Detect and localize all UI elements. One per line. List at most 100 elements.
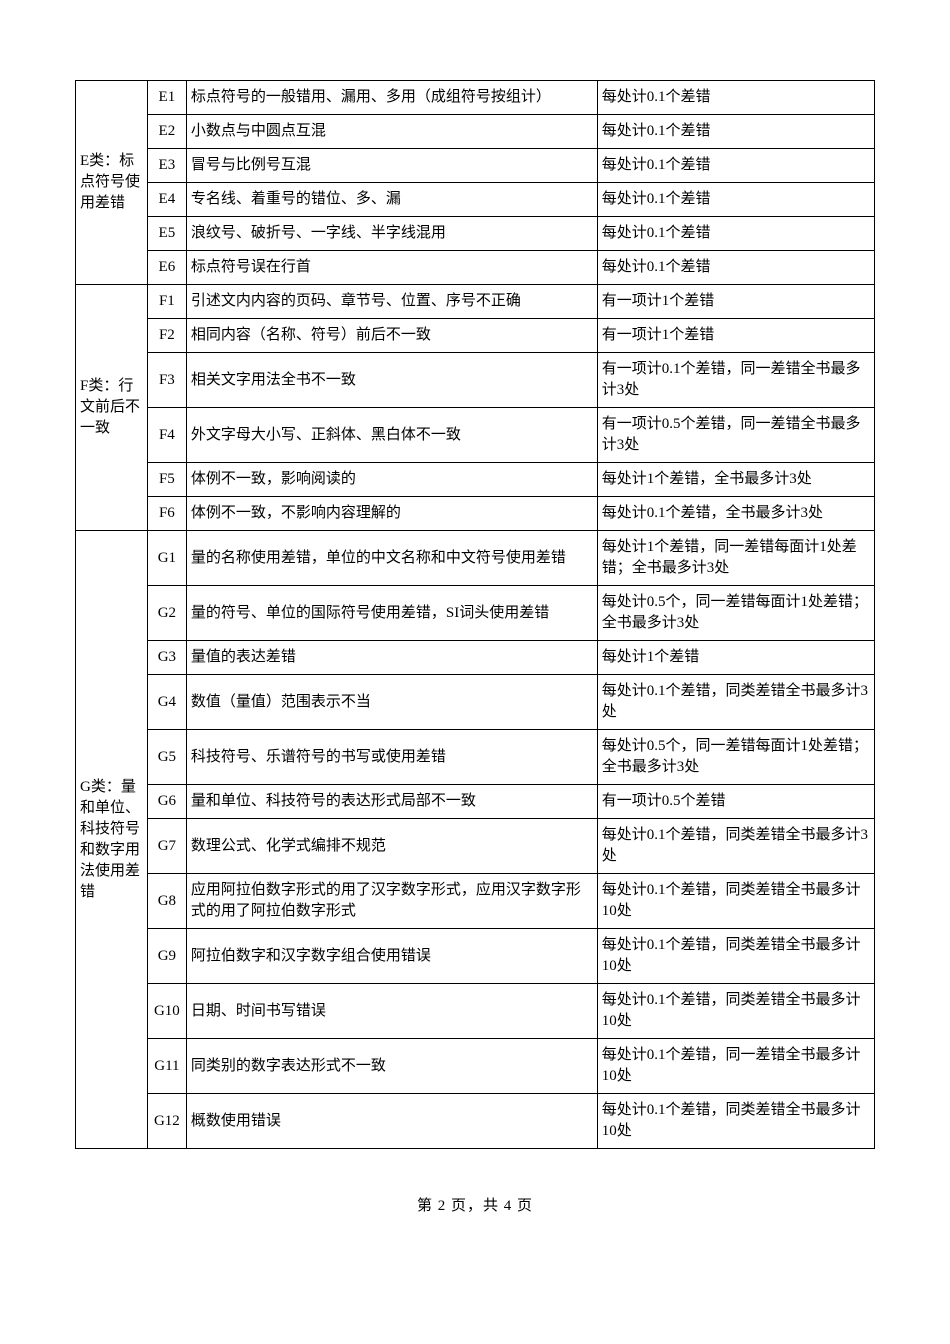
- table-row: E4专名线、着重号的错位、多、漏每处计0.1个差错: [76, 183, 875, 217]
- table-row: F4外文字母大小写、正斜体、黑白体不一致有一项计0.5个差错，同一差错全书最多计…: [76, 408, 875, 463]
- penalty-cell: 每处计0.1个差错，同一差错全书最多计10处: [597, 1039, 874, 1094]
- penalty-cell: 有一项计1个差错: [597, 285, 874, 319]
- penalty-cell: 每处计0.5个，同一差错每面计1处差错；全书最多计3处: [597, 730, 874, 785]
- table-row: E2小数点与中圆点互混每处计0.1个差错: [76, 115, 875, 149]
- penalty-cell: 每处计0.1个差错: [597, 251, 874, 285]
- description-cell: 相关文字用法全书不一致: [186, 353, 597, 408]
- description-cell: 数值（量值）范围表示不当: [186, 675, 597, 730]
- penalty-cell: 每处计0.1个差错，同类差错全书最多计10处: [597, 929, 874, 984]
- description-cell: 量值的表达差错: [186, 641, 597, 675]
- code-cell: F5: [147, 463, 186, 497]
- code-cell: F4: [147, 408, 186, 463]
- code-cell: G1: [147, 531, 186, 586]
- description-cell: 同类别的数字表达形式不一致: [186, 1039, 597, 1094]
- description-cell: 外文字母大小写、正斜体、黑白体不一致: [186, 408, 597, 463]
- penalty-cell: 每处计1个差错，同一差错每面计1处差错；全书最多计3处: [597, 531, 874, 586]
- code-cell: E2: [147, 115, 186, 149]
- table-row: E5浪纹号、破折号、一字线、半字线混用每处计0.1个差错: [76, 217, 875, 251]
- table-row: F6体例不一致，不影响内容理解的每处计0.1个差错，全书最多计3处: [76, 497, 875, 531]
- table-row: G11同类别的数字表达形式不一致每处计0.1个差错，同一差错全书最多计10处: [76, 1039, 875, 1094]
- table-row: F3相关文字用法全书不一致有一项计0.1个差错，同一差错全书最多计3处: [76, 353, 875, 408]
- table-row: G8应用阿拉伯数字形式的用了汉字数字形式，应用汉字数字形式的用了阿拉伯数字形式每…: [76, 874, 875, 929]
- table-row: G7数理公式、化学式编排不规范每处计0.1个差错，同类差错全书最多计3处: [76, 819, 875, 874]
- table-row: G2量的符号、单位的国际符号使用差错，SI词头使用差错每处计0.5个，同一差错每…: [76, 586, 875, 641]
- description-cell: 浪纹号、破折号、一字线、半字线混用: [186, 217, 597, 251]
- page-footer: 第 2 页，共 4 页: [75, 1194, 875, 1215]
- description-cell: 量的符号、单位的国际符号使用差错，SI词头使用差错: [186, 586, 597, 641]
- table-row: E3冒号与比例号互混每处计0.1个差错: [76, 149, 875, 183]
- code-cell: E3: [147, 149, 186, 183]
- code-cell: G12: [147, 1094, 186, 1149]
- code-cell: G4: [147, 675, 186, 730]
- description-cell: 量的名称使用差错，单位的中文名称和中文符号使用差错: [186, 531, 597, 586]
- penalty-cell: 每处计1个差错: [597, 641, 874, 675]
- code-cell: F6: [147, 497, 186, 531]
- penalty-cell: 每处计1个差错，全书最多计3处: [597, 463, 874, 497]
- code-cell: E6: [147, 251, 186, 285]
- description-cell: 概数使用错误: [186, 1094, 597, 1149]
- description-cell: 日期、时间书写错误: [186, 984, 597, 1039]
- table-row: E6标点符号误在行首每处计0.1个差错: [76, 251, 875, 285]
- description-cell: 体例不一致，影响阅读的: [186, 463, 597, 497]
- code-cell: F2: [147, 319, 186, 353]
- table-row: E类：标点符号使用差错E1标点符号的一般错用、漏用、多用（成组符号按组计）每处计…: [76, 81, 875, 115]
- category-cell: G类：量和单位、科技符号和数字用法使用差错: [76, 531, 148, 1149]
- error-classification-table: E类：标点符号使用差错E1标点符号的一般错用、漏用、多用（成组符号按组计）每处计…: [75, 80, 875, 1149]
- penalty-cell: 每处计0.1个差错，同类差错全书最多计10处: [597, 984, 874, 1039]
- table-row: G6量和单位、科技符号的表达形式局部不一致有一项计0.5个差错: [76, 785, 875, 819]
- code-cell: G8: [147, 874, 186, 929]
- description-cell: 数理公式、化学式编排不规范: [186, 819, 597, 874]
- table-row: G类：量和单位、科技符号和数字用法使用差错G1量的名称使用差错，单位的中文名称和…: [76, 531, 875, 586]
- description-cell: 阿拉伯数字和汉字数字组合使用错误: [186, 929, 597, 984]
- table-row: F5体例不一致，影响阅读的每处计1个差错，全书最多计3处: [76, 463, 875, 497]
- code-cell: G9: [147, 929, 186, 984]
- penalty-cell: 每处计0.1个差错，同类差错全书最多计10处: [597, 1094, 874, 1149]
- category-cell: E类：标点符号使用差错: [76, 81, 148, 285]
- code-cell: E4: [147, 183, 186, 217]
- table-row: G9阿拉伯数字和汉字数字组合使用错误每处计0.1个差错，同类差错全书最多计10处: [76, 929, 875, 984]
- code-cell: G3: [147, 641, 186, 675]
- category-cell: F类：行文前后不一致: [76, 285, 148, 531]
- penalty-cell: 每处计0.1个差错，同类差错全书最多计3处: [597, 675, 874, 730]
- penalty-cell: 每处计0.1个差错，同类差错全书最多计3处: [597, 819, 874, 874]
- code-cell: G10: [147, 984, 186, 1039]
- code-cell: G11: [147, 1039, 186, 1094]
- penalty-cell: 每处计0.5个，同一差错每面计1处差错；全书最多计3处: [597, 586, 874, 641]
- description-cell: 冒号与比例号互混: [186, 149, 597, 183]
- penalty-cell: 每处计0.1个差错: [597, 115, 874, 149]
- description-cell: 体例不一致，不影响内容理解的: [186, 497, 597, 531]
- table-row: G10日期、时间书写错误每处计0.1个差错，同类差错全书最多计10处: [76, 984, 875, 1039]
- table-row: F2相同内容（名称、符号）前后不一致有一项计1个差错: [76, 319, 875, 353]
- description-cell: 相同内容（名称、符号）前后不一致: [186, 319, 597, 353]
- code-cell: F1: [147, 285, 186, 319]
- penalty-cell: 有一项计1个差错: [597, 319, 874, 353]
- code-cell: G5: [147, 730, 186, 785]
- table-row: G12概数使用错误每处计0.1个差错，同类差错全书最多计10处: [76, 1094, 875, 1149]
- description-cell: 标点符号误在行首: [186, 251, 597, 285]
- penalty-cell: 每处计0.1个差错，同类差错全书最多计10处: [597, 874, 874, 929]
- table-row: G5科技符号、乐谱符号的书写或使用差错每处计0.5个，同一差错每面计1处差错；全…: [76, 730, 875, 785]
- description-cell: 引述文内内容的页码、章节号、位置、序号不正确: [186, 285, 597, 319]
- description-cell: 标点符号的一般错用、漏用、多用（成组符号按组计）: [186, 81, 597, 115]
- penalty-cell: 每处计0.1个差错: [597, 183, 874, 217]
- penalty-cell: 每处计0.1个差错: [597, 81, 874, 115]
- table-row: G3量值的表达差错每处计1个差错: [76, 641, 875, 675]
- code-cell: G6: [147, 785, 186, 819]
- table-row: G4数值（量值）范围表示不当每处计0.1个差错，同类差错全书最多计3处: [76, 675, 875, 730]
- code-cell: E1: [147, 81, 186, 115]
- penalty-cell: 每处计0.1个差错: [597, 149, 874, 183]
- penalty-cell: 每处计0.1个差错，全书最多计3处: [597, 497, 874, 531]
- description-cell: 科技符号、乐谱符号的书写或使用差错: [186, 730, 597, 785]
- code-cell: G7: [147, 819, 186, 874]
- penalty-cell: 有一项计0.5个差错: [597, 785, 874, 819]
- code-cell: G2: [147, 586, 186, 641]
- code-cell: F3: [147, 353, 186, 408]
- description-cell: 量和单位、科技符号的表达形式局部不一致: [186, 785, 597, 819]
- table-row: F类：行文前后不一致F1引述文内内容的页码、章节号、位置、序号不正确有一项计1个…: [76, 285, 875, 319]
- description-cell: 应用阿拉伯数字形式的用了汉字数字形式，应用汉字数字形式的用了阿拉伯数字形式: [186, 874, 597, 929]
- description-cell: 专名线、着重号的错位、多、漏: [186, 183, 597, 217]
- penalty-cell: 有一项计0.5个差错，同一差错全书最多计3处: [597, 408, 874, 463]
- code-cell: E5: [147, 217, 186, 251]
- penalty-cell: 每处计0.1个差错: [597, 217, 874, 251]
- penalty-cell: 有一项计0.1个差错，同一差错全书最多计3处: [597, 353, 874, 408]
